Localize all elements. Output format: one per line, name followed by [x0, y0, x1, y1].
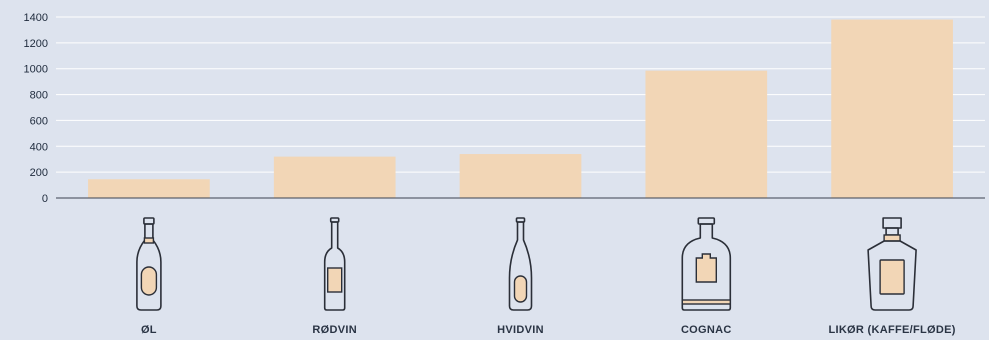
red-wine-bottle-icon — [323, 217, 346, 311]
white-wine-bottle-icon — [508, 217, 533, 311]
y-tick-label: 200 — [30, 167, 48, 179]
y-tick-label: 0 — [42, 193, 48, 205]
bar — [645, 70, 768, 198]
y-tick-label: 1000 — [24, 64, 48, 76]
liqueur-bottle-icon — [867, 217, 917, 311]
x-category-label: COGNAC — [681, 324, 732, 336]
x-category-label: HVIDVIN — [497, 324, 544, 336]
bar — [459, 154, 582, 198]
y-tick-label: 1200 — [24, 38, 48, 50]
x-category-label: ØL — [141, 324, 157, 336]
y-tick-label: 600 — [30, 115, 48, 127]
beer-bottle-icon — [136, 217, 162, 311]
bar — [831, 19, 953, 199]
x-category-label: RØDVIN — [312, 324, 357, 336]
bar — [273, 156, 396, 198]
y-tick-label: 400 — [30, 141, 48, 153]
bottle-icons — [136, 217, 917, 311]
bar — [88, 179, 210, 198]
grid-lines — [56, 16, 985, 173]
bars — [88, 19, 953, 199]
x-category-label: LIKØR (KAFFE/FLØDE) — [828, 324, 955, 336]
cognac-bottle-icon — [681, 217, 732, 311]
category-labels: ØL RØDVIN HVIDVIN COGNAC LIKØR (KAFFE/FLØDE) — [141, 324, 956, 336]
y-tick-label: 1400 — [24, 12, 48, 24]
y-tick-label: 800 — [30, 90, 48, 102]
y-axis-tick-labels: 0 200 400 600 800 1000 1200 1400 — [24, 12, 48, 205]
